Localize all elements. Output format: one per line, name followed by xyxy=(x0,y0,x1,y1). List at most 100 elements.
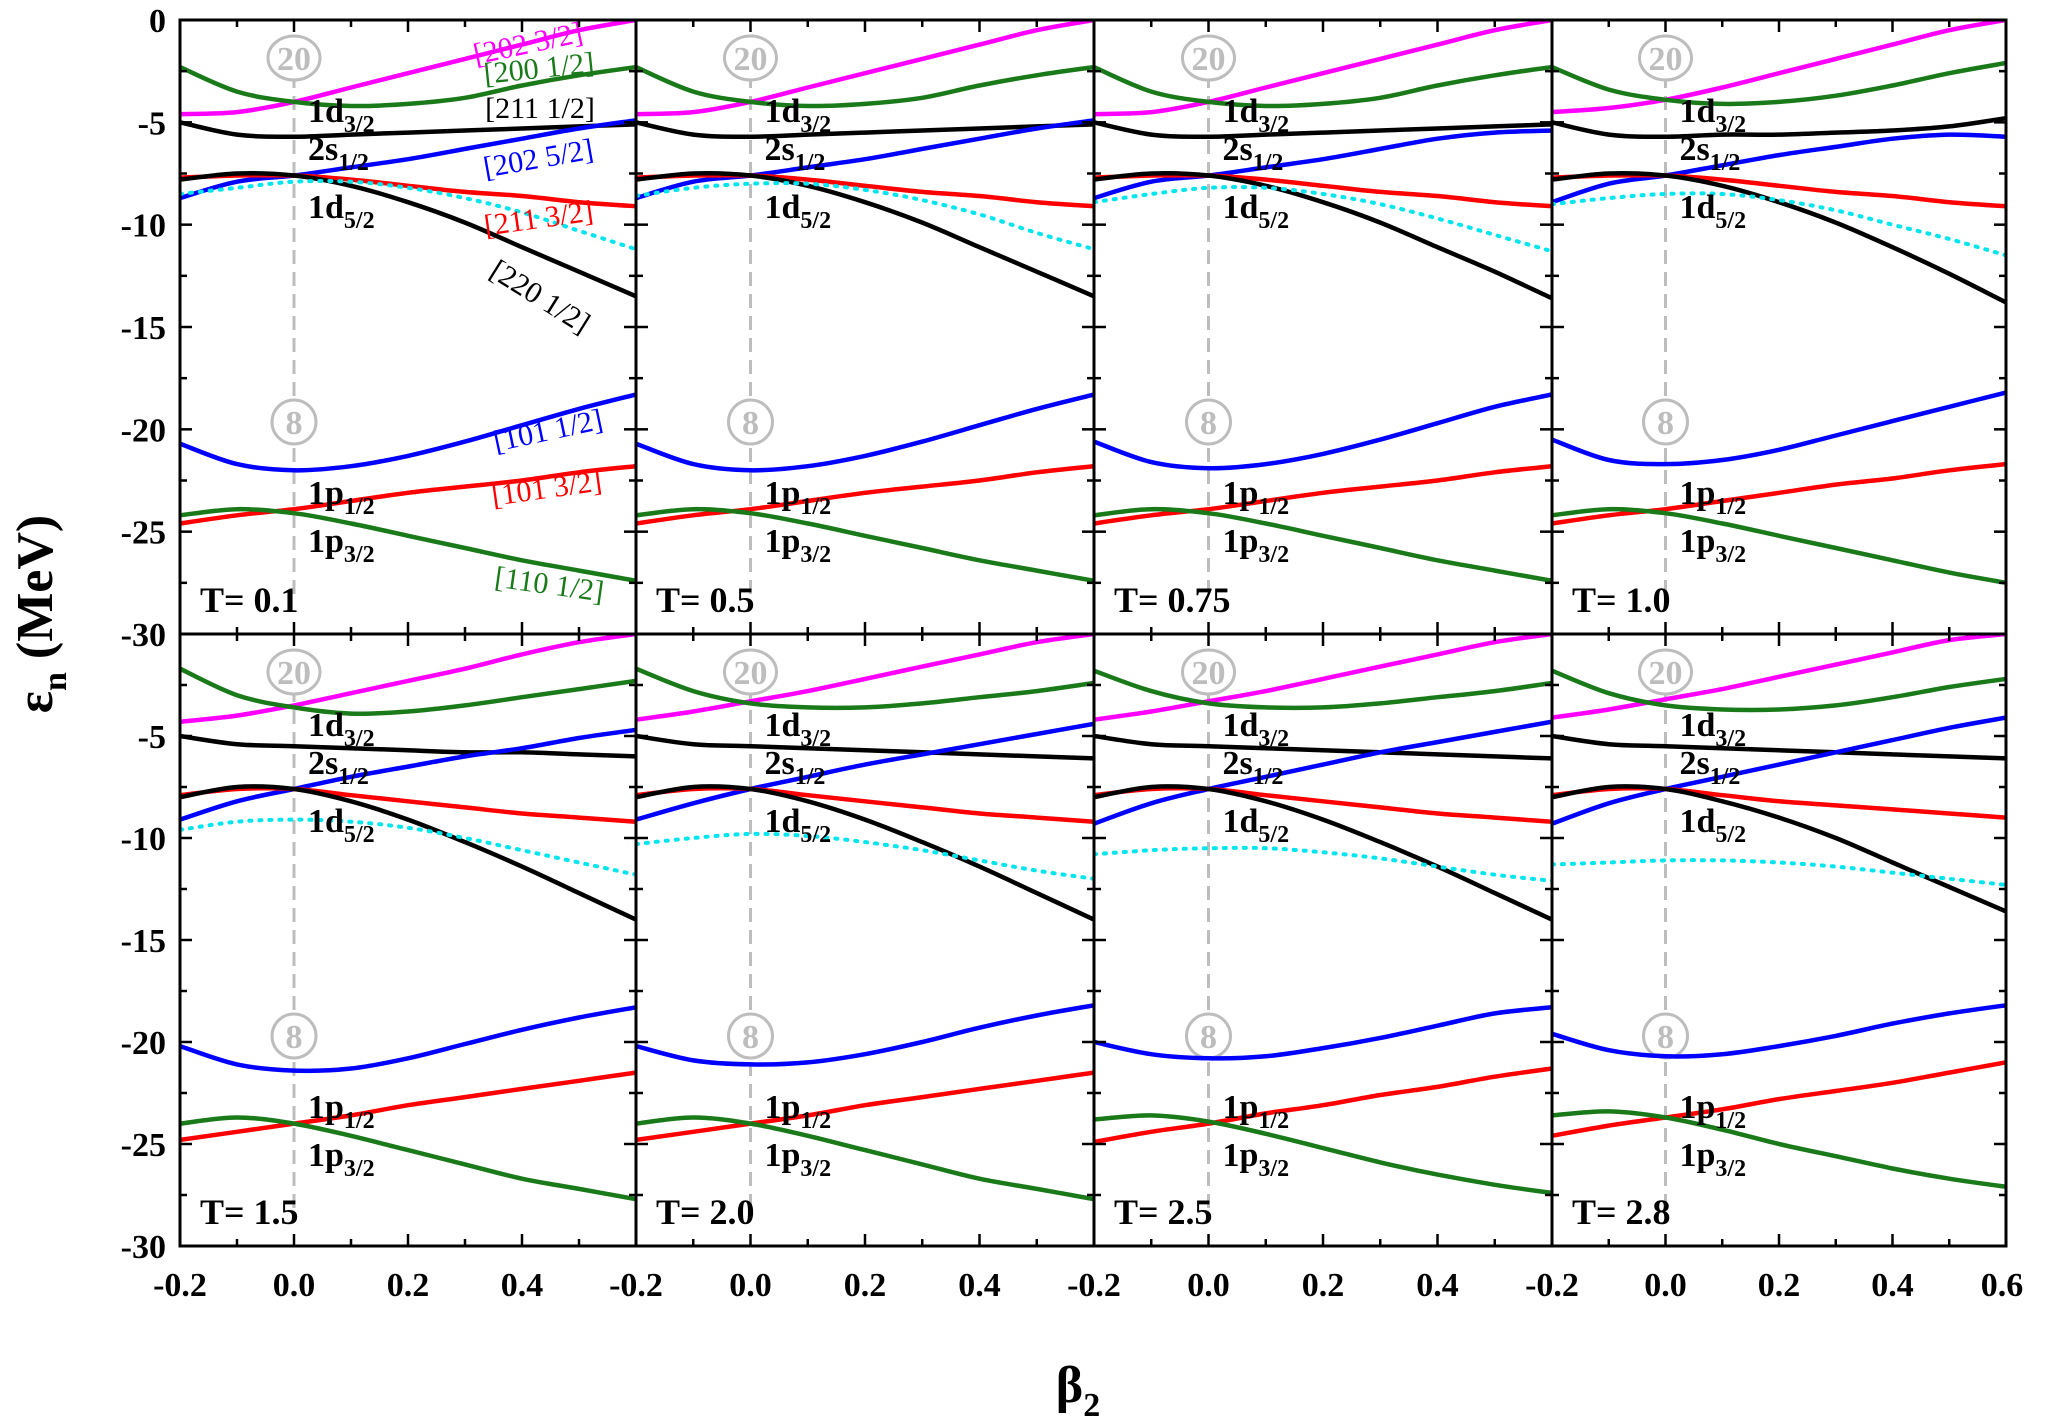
series-line xyxy=(1094,719,1552,826)
series-line xyxy=(636,64,1094,109)
series-line xyxy=(1094,120,1552,139)
x-tick-label: 0.2 xyxy=(1302,1267,1345,1304)
magic-number-text: 8 xyxy=(742,1019,759,1056)
series-line xyxy=(180,1005,636,1074)
level-label-main: 1d xyxy=(765,93,801,130)
temperature-label: T= 0.75 xyxy=(1114,580,1231,620)
magic-number-oval xyxy=(1185,398,1232,446)
level-label: 1d3/2 xyxy=(308,93,375,138)
level-label-main: 1d xyxy=(1223,189,1259,226)
level-label: 1d5/2 xyxy=(765,189,832,234)
y-tick-label: -25 xyxy=(121,515,166,552)
level-label: 1d5/2 xyxy=(765,803,832,848)
level-label: 1p3/2 xyxy=(308,523,375,568)
x-tick-label: 0.0 xyxy=(1187,1267,1230,1304)
level-label-main: 1p xyxy=(1223,1089,1259,1126)
x-tick-label: -0.2 xyxy=(609,1267,663,1304)
series-line xyxy=(180,1115,636,1202)
level-label-sub: 1/2 xyxy=(338,150,369,176)
series-line xyxy=(180,178,636,252)
series-line xyxy=(1552,784,2006,914)
level-label-sub: 3/2 xyxy=(1715,1156,1746,1182)
magic-number-text: 8 xyxy=(1657,1019,1674,1056)
level-label-main: 2s xyxy=(1223,745,1253,782)
y-tick-label: -10 xyxy=(121,208,166,245)
magic-number-text: 20 xyxy=(1192,41,1226,78)
series-line xyxy=(1552,170,2006,305)
series-line xyxy=(1094,64,1552,109)
series-line xyxy=(636,1115,1094,1202)
series-line xyxy=(1094,392,1552,471)
series-line xyxy=(1552,1003,2006,1059)
level-label-main: 1p xyxy=(765,1137,801,1174)
series-line xyxy=(636,118,1094,201)
x-tick-label: 0.4 xyxy=(1871,1267,1914,1304)
series-line xyxy=(1094,463,1552,526)
level-label: 1p1/2 xyxy=(765,1089,832,1134)
level-label-main: 2s xyxy=(1223,131,1253,168)
magic-number-text: 8 xyxy=(1200,1019,1217,1056)
series-line xyxy=(1552,191,2006,258)
nilsson-label: [110 1/2] xyxy=(493,561,606,609)
level-label-sub: 1/2 xyxy=(800,494,831,520)
level-label-main: 1p xyxy=(308,475,344,512)
series-line xyxy=(180,727,636,822)
level-label-sub: 3/2 xyxy=(800,1156,831,1182)
level-label-main: 1d xyxy=(765,189,801,226)
series-line xyxy=(1094,1005,1552,1061)
axes-layer: 0-5-10-15-20-25-30-5-10-15-20-25-30-0.2 0… xyxy=(121,3,2024,1304)
series-line xyxy=(1552,390,2006,467)
level-label-sub: 1/2 xyxy=(1715,494,1746,520)
level-label: 2s1/2 xyxy=(308,745,369,790)
x-tick-label: 0.4 xyxy=(1416,1267,1459,1304)
level-label-main: 1d xyxy=(308,189,344,226)
magic-number-text: 20 xyxy=(277,655,311,692)
series-line xyxy=(636,20,1094,117)
nilsson-label: [101 1/2] xyxy=(490,403,605,458)
level-label-sub: 3/2 xyxy=(800,112,831,138)
series-line xyxy=(636,181,1094,252)
y-tick-label: -15 xyxy=(121,310,166,347)
magic-number-text: 8 xyxy=(1657,405,1674,442)
level-label-sub: 1/2 xyxy=(1715,1108,1746,1134)
level-label-sub: 5/2 xyxy=(1715,822,1746,848)
series-line xyxy=(636,1070,1094,1143)
level-label: 2s1/2 xyxy=(765,745,826,790)
level-label: 1d5/2 xyxy=(308,189,375,234)
series-line xyxy=(636,666,1094,711)
magic-number-text: 20 xyxy=(734,655,768,692)
level-label-sub: 5/2 xyxy=(800,822,831,848)
series-line xyxy=(180,784,636,922)
series-line xyxy=(636,1003,1094,1067)
level-label-sub: 1/2 xyxy=(1710,150,1741,176)
panel-curves xyxy=(180,20,636,584)
series-line xyxy=(1552,506,2006,586)
level-label: 1p1/2 xyxy=(1680,475,1747,520)
series-line xyxy=(1094,1113,1552,1196)
x-tick-label: 0.0 xyxy=(273,1267,316,1304)
level-label-sub: 3/2 xyxy=(344,726,375,752)
magic-number-text: 20 xyxy=(1192,655,1226,692)
panel-curves xyxy=(636,20,1094,584)
series-line xyxy=(1094,20,1552,117)
level-label: 1p3/2 xyxy=(1223,1137,1290,1182)
magic-number-text: 20 xyxy=(1649,41,1683,78)
series-line xyxy=(180,64,636,109)
series-line xyxy=(1552,60,2006,107)
level-label: 1p3/2 xyxy=(308,1137,375,1182)
level-label-main: 1d xyxy=(765,803,801,840)
series-line xyxy=(1094,733,1552,761)
series-line xyxy=(636,170,1094,299)
level-label: 1p3/2 xyxy=(1680,523,1747,568)
series-line xyxy=(1552,461,2006,526)
level-label-main: 2s xyxy=(765,745,795,782)
level-label-sub: 1/2 xyxy=(344,494,375,520)
series-line xyxy=(1094,845,1552,883)
level-label-main: 2s xyxy=(308,745,338,782)
series-line xyxy=(1552,132,2006,205)
y-axis-title-unit: (MeV) xyxy=(7,515,64,672)
x-tick-label: 0.6 xyxy=(1981,1267,2024,1304)
nilsson-label: [220 1/2] xyxy=(484,254,595,341)
